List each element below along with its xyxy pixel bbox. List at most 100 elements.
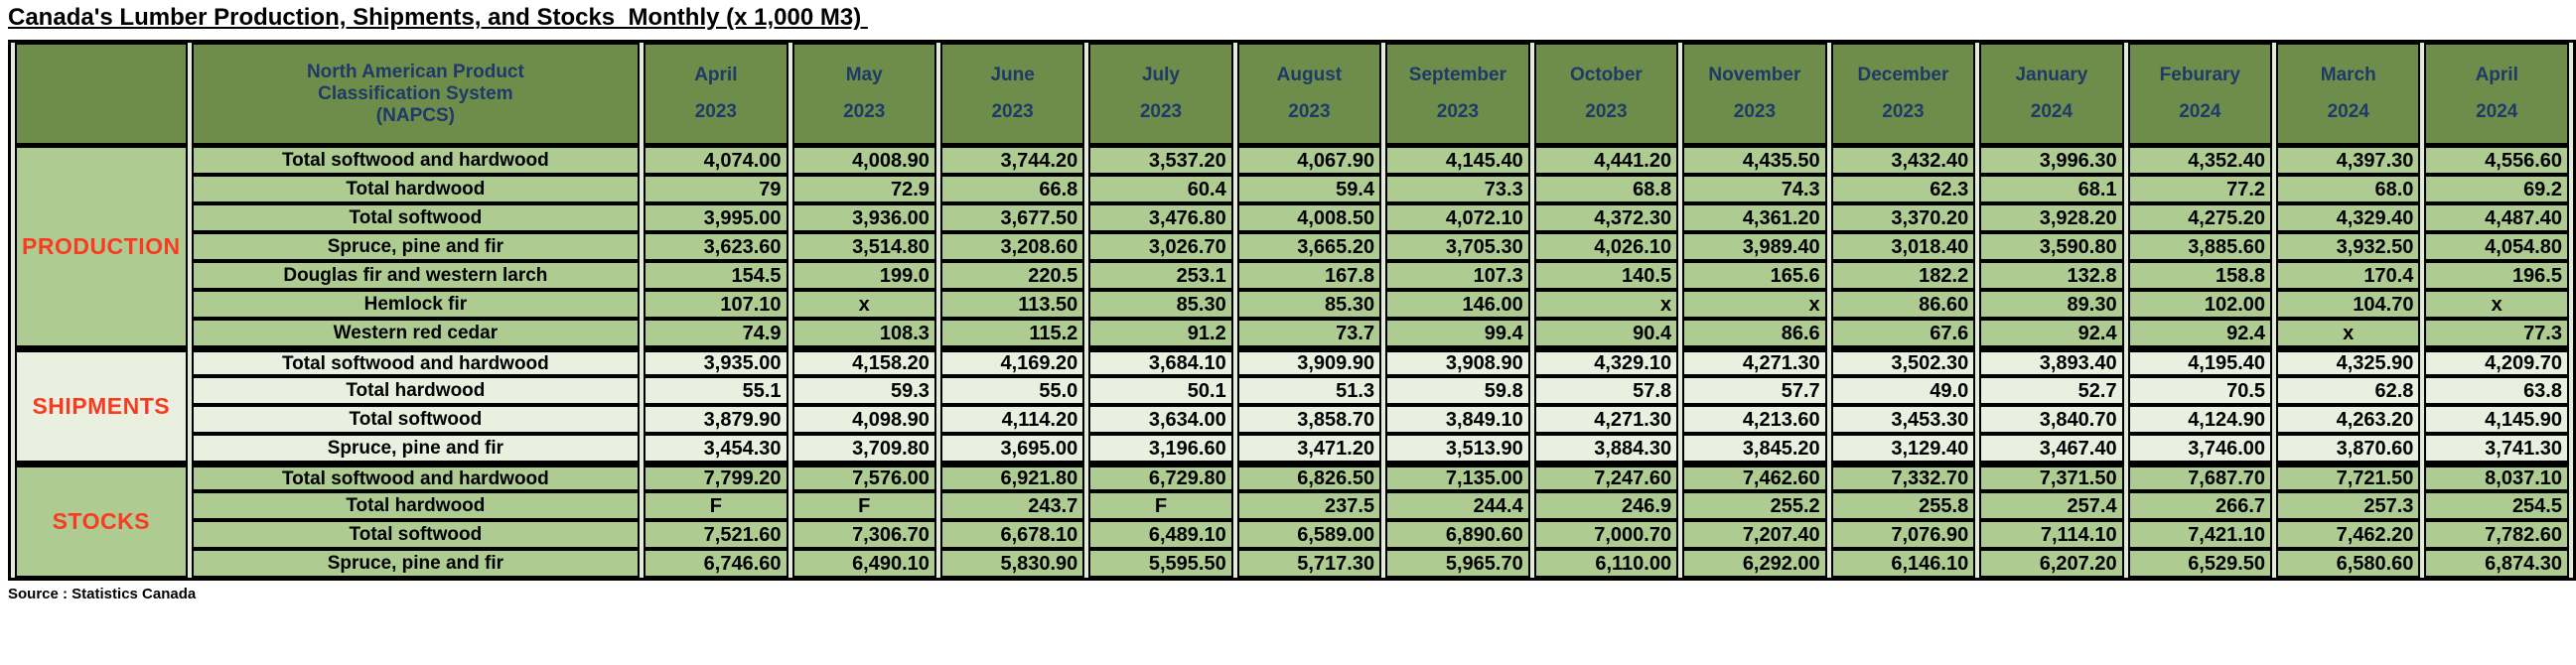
- value-cell: 92.4: [2127, 319, 2273, 347]
- value-cell: 158.8: [2127, 261, 2273, 290]
- value-cell: 59.8: [1385, 376, 1530, 405]
- row-label: Spruce, pine and fir: [191, 232, 641, 261]
- value-cell: 3,935.00: [644, 347, 788, 376]
- value-cell: 3,840.70: [1979, 405, 2124, 434]
- value-cell: 6,110.00: [1533, 549, 1679, 578]
- value-cell: 4,275.20: [2127, 203, 2273, 232]
- value-cell: 104.70: [2276, 290, 2421, 319]
- value-cell: 3,467.40: [1979, 434, 2124, 463]
- value-cell: 3,744.20: [939, 146, 1085, 175]
- value-cell: x: [791, 290, 936, 319]
- value-cell: 3,695.00: [939, 434, 1085, 463]
- value-cell: x: [1682, 290, 1827, 319]
- value-cell: 5,830.90: [939, 549, 1085, 578]
- value-cell: 4,263.20: [2276, 405, 2421, 434]
- value-cell: 182.2: [1830, 261, 1976, 290]
- value-cell: 6,589.00: [1236, 520, 1382, 549]
- value-cell: 3,870.60: [2276, 434, 2421, 463]
- month-header-march-2024: March 2024: [2276, 43, 2421, 146]
- month-header-april-2024: April 2024: [2424, 43, 2569, 146]
- row-label: Spruce, pine and fir: [191, 434, 641, 463]
- value-cell: 91.2: [1088, 319, 1233, 347]
- table-row: Total softwood 3,879.90 4,098.90 4,114.20 3,…: [15, 405, 2569, 434]
- row-label: Total softwood and hardwood: [191, 347, 641, 376]
- value-cell: 7,462.20: [2276, 520, 2421, 549]
- value-cell: 68.1: [1979, 175, 2124, 203]
- value-cell: 5,595.50: [1088, 549, 1233, 578]
- table-row: Hemlock fir 107.10 x 113.50 85.30 85.30 146.00…: [15, 290, 2569, 319]
- value-cell: 5,965.70: [1385, 549, 1530, 578]
- value-cell: 4,213.60: [1682, 405, 1827, 434]
- value-cell: 4,145.40: [1385, 146, 1530, 175]
- value-cell: 7,000.70: [1533, 520, 1679, 549]
- value-cell: 254.5: [2424, 491, 2569, 520]
- value-cell: 4,026.10: [1533, 232, 1679, 261]
- value-cell: 237.5: [1236, 491, 1382, 520]
- value-cell: 8,037.10: [2424, 463, 2569, 491]
- value-cell: 3,909.90: [1236, 347, 1382, 376]
- value-cell: 4,487.40: [2424, 203, 2569, 232]
- value-cell: 6,874.30: [2424, 549, 2569, 578]
- month-header-december-2023: December 2023: [1830, 43, 1976, 146]
- value-cell: 115.2: [939, 319, 1085, 347]
- value-cell: 85.30: [1236, 290, 1382, 319]
- value-cell: 6,490.10: [791, 549, 936, 578]
- value-cell: 4,271.30: [1533, 405, 1679, 434]
- napcs-header: North American Product Classification Sy…: [191, 43, 641, 146]
- value-cell: 4,397.30: [2276, 146, 2421, 175]
- value-cell: 3,858.70: [1236, 405, 1382, 434]
- value-cell: 77.3: [2424, 319, 2569, 347]
- value-cell: 7,332.70: [1830, 463, 1976, 491]
- value-cell: 49.0: [1830, 376, 1976, 405]
- value-cell: 4,098.90: [791, 405, 936, 434]
- value-cell: 89.30: [1979, 290, 2124, 319]
- value-cell: 4,329.10: [1533, 347, 1679, 376]
- value-cell: 66.8: [939, 175, 1085, 203]
- value-cell: 6,146.10: [1830, 549, 1976, 578]
- value-cell: 4,435.50: [1682, 146, 1827, 175]
- value-cell: 7,114.10: [1979, 520, 2124, 549]
- value-cell: 132.8: [1979, 261, 2124, 290]
- table-row: Total softwood 7,521.60 7,306.70 6,678.10 6,…: [15, 520, 2569, 549]
- value-cell: 4,352.40: [2127, 146, 2273, 175]
- month-header-july-2023: July 2023: [1088, 43, 1233, 146]
- value-cell: 5,717.30: [1236, 549, 1382, 578]
- value-cell: 4,072.10: [1385, 203, 1530, 232]
- value-cell: 77.2: [2127, 175, 2273, 203]
- value-cell: 7,576.00: [791, 463, 936, 491]
- value-cell: 63.8: [2424, 376, 2569, 405]
- value-cell: 3,989.40: [1682, 232, 1827, 261]
- value-cell: 86.60: [1830, 290, 1976, 319]
- value-cell: 4,325.90: [2276, 347, 2421, 376]
- month-header-april-2023: April 2023: [644, 43, 788, 146]
- value-cell: 4,054.80: [2424, 232, 2569, 261]
- value-cell: 68.8: [1533, 175, 1679, 203]
- value-cell: 6,678.10: [939, 520, 1085, 549]
- value-cell: 90.4: [1533, 319, 1679, 347]
- value-cell: 7,371.50: [1979, 463, 2124, 491]
- value-cell: 85.30: [1088, 290, 1233, 319]
- value-cell: 4,067.90: [1236, 146, 1382, 175]
- value-cell: 4,556.60: [2424, 146, 2569, 175]
- value-cell: 253.1: [1088, 261, 1233, 290]
- value-cell: 74.9: [644, 319, 788, 347]
- value-cell: 4,008.90: [791, 146, 936, 175]
- value-cell: 3,849.10: [1385, 405, 1530, 434]
- value-cell: 3,129.40: [1830, 434, 1976, 463]
- value-cell: 3,677.50: [939, 203, 1085, 232]
- value-cell: 4,114.20: [939, 405, 1085, 434]
- value-cell: 7,687.70: [2127, 463, 2273, 491]
- value-cell: 3,741.30: [2424, 434, 2569, 463]
- value-cell: 55.1: [644, 376, 788, 405]
- value-cell: 3,432.40: [1830, 146, 1976, 175]
- table-row: Total hardwood 79 72.9 66.8 60.4 59.4 73.3 68.8…: [15, 175, 2569, 203]
- value-cell: 3,590.80: [1979, 232, 2124, 261]
- value-cell: 3,928.20: [1979, 203, 2124, 232]
- value-cell: 170.4: [2276, 261, 2421, 290]
- value-cell: 3,884.30: [1533, 434, 1679, 463]
- value-cell: 7,462.60: [1682, 463, 1827, 491]
- value-cell: 51.3: [1236, 376, 1382, 405]
- value-cell: 7,135.00: [1385, 463, 1530, 491]
- row-label: Total hardwood: [191, 175, 641, 203]
- value-cell: 7,207.40: [1682, 520, 1827, 549]
